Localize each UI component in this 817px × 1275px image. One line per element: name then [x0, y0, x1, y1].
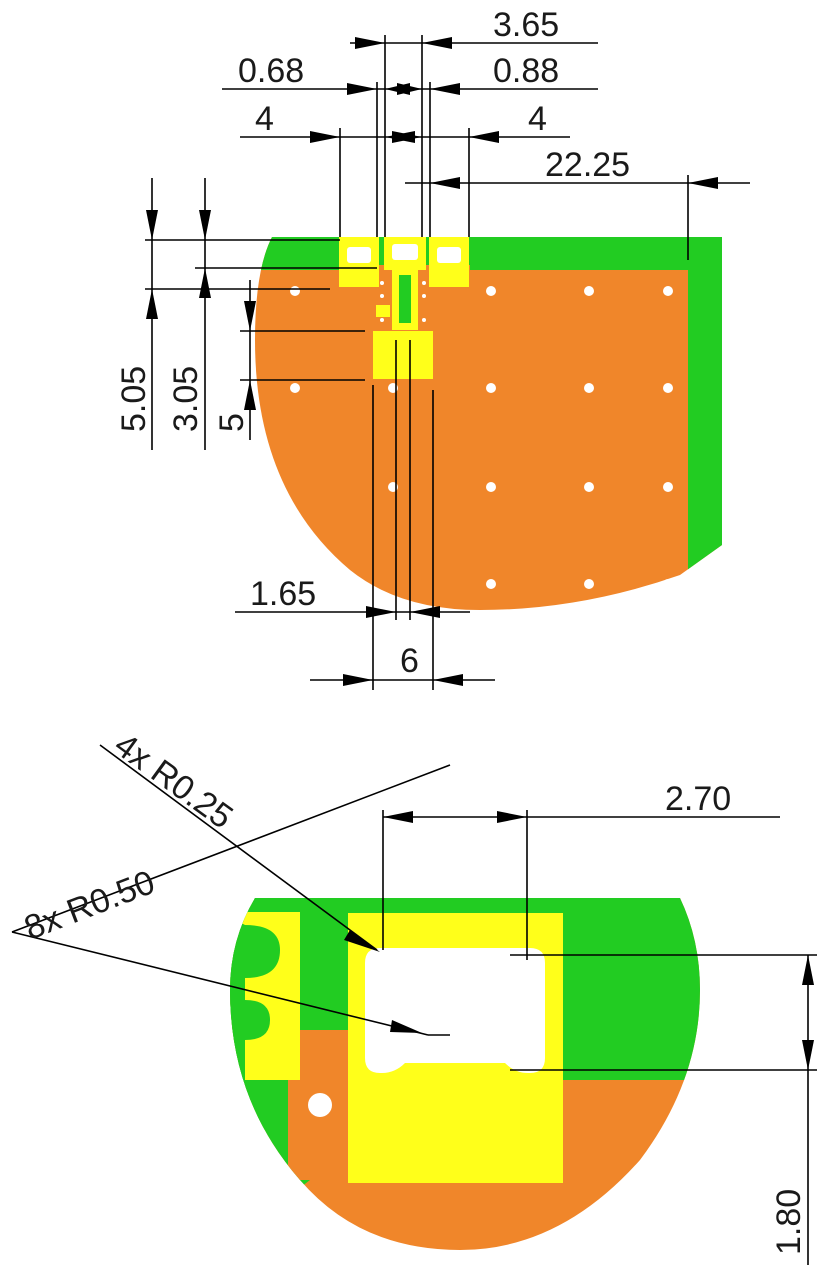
- dim-3-65: 3.65: [493, 6, 559, 44]
- dim-3-05: 3.05: [167, 366, 205, 432]
- big-pad: [373, 331, 433, 379]
- dim-1-80: 1.80: [770, 1189, 808, 1255]
- label-4x-r025: 4x R0.25: [107, 726, 239, 837]
- top-pads: [339, 237, 469, 379]
- dim-0-88: 0.88: [493, 52, 559, 90]
- dim-2-70: 2.70: [665, 780, 731, 818]
- dim-5-05: 5.05: [115, 366, 153, 432]
- small-pad: [376, 305, 390, 317]
- dim-4-left: 4: [255, 100, 274, 138]
- top-dimension-lines: [145, 35, 750, 690]
- pad-center-window: [392, 244, 418, 260]
- dim-1-65: 1.65: [250, 575, 316, 613]
- pad-right-window: [437, 247, 461, 263]
- top-view: 3.65 0.68 0.88 4 4 22.25 5.05 3.05 5 1.6…: [115, 6, 750, 690]
- bottom-via: [308, 1093, 332, 1117]
- pad-left-window: [347, 247, 371, 263]
- dim-5: 5: [213, 413, 251, 432]
- label-8x-r050: 8x R0.50: [19, 863, 160, 947]
- dim-22-25: 22.25: [545, 146, 630, 184]
- left-pad-strip: [230, 912, 300, 1080]
- feed-trace-gap: [399, 275, 411, 323]
- bottom-dimension-lines: [11, 744, 817, 1265]
- bottom-view: 4x R0.25 8x R0.50 2.70 1.80: [11, 726, 817, 1265]
- small-vias: [380, 281, 426, 322]
- dim-4-right: 4: [528, 100, 547, 138]
- right-mask-strip: [688, 237, 722, 610]
- dim-0-68: 0.68: [238, 52, 304, 90]
- dim-6: 6: [400, 642, 419, 680]
- top-mask-strip: [255, 237, 722, 270]
- copper-area: [255, 237, 722, 610]
- center-pad-window: [365, 948, 545, 1073]
